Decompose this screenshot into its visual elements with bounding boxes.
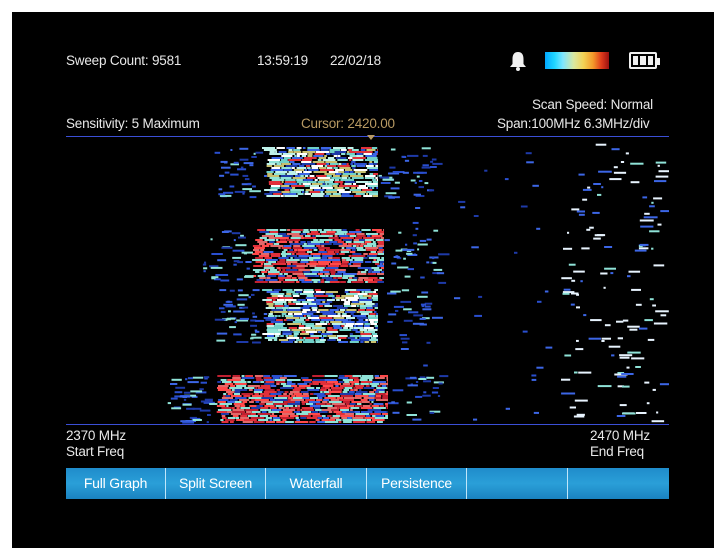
- sweep-count: Sweep Count: 9581: [66, 53, 182, 68]
- menu-slot-6[interactable]: [568, 468, 669, 499]
- sensitivity: Sensitivity: 5 Maximum: [66, 116, 200, 131]
- color-scale-icon: [545, 52, 609, 69]
- full-graph-button[interactable]: Full Graph: [66, 468, 166, 499]
- battery-icon: [629, 52, 660, 69]
- cursor-readout: Cursor: 2420.00: [301, 116, 395, 131]
- waterfall-display[interactable]: [66, 137, 669, 425]
- clock-time: 13:59:19: [257, 53, 308, 68]
- span: Span:100MHz 6.3MHz/div: [497, 116, 650, 131]
- end-freq-value: 2470 MHz: [590, 428, 650, 443]
- menu-slot-5[interactable]: [467, 468, 568, 499]
- start-freq-label: Start Freq: [66, 444, 125, 459]
- menu-bar: Full Graph Split Screen Waterfall Persis…: [66, 468, 669, 499]
- waterfall-bottom-line: [66, 424, 669, 425]
- end-freq-label: End Freq: [590, 444, 644, 459]
- waterfall-button[interactable]: Waterfall: [266, 468, 367, 499]
- clock-date: 22/02/18: [330, 53, 381, 68]
- cursor-marker[interactable]: [367, 135, 375, 140]
- scan-speed: Scan Speed: Normal: [532, 97, 653, 112]
- split-screen-button[interactable]: Split Screen: [166, 468, 266, 499]
- analyzer-screen: Sweep Count: 9581 13:59:19 22/02/18 Scan…: [12, 12, 714, 548]
- start-freq-value: 2370 MHz: [66, 428, 126, 443]
- persistence-button[interactable]: Persistence: [367, 468, 467, 499]
- bell-icon: [510, 52, 526, 71]
